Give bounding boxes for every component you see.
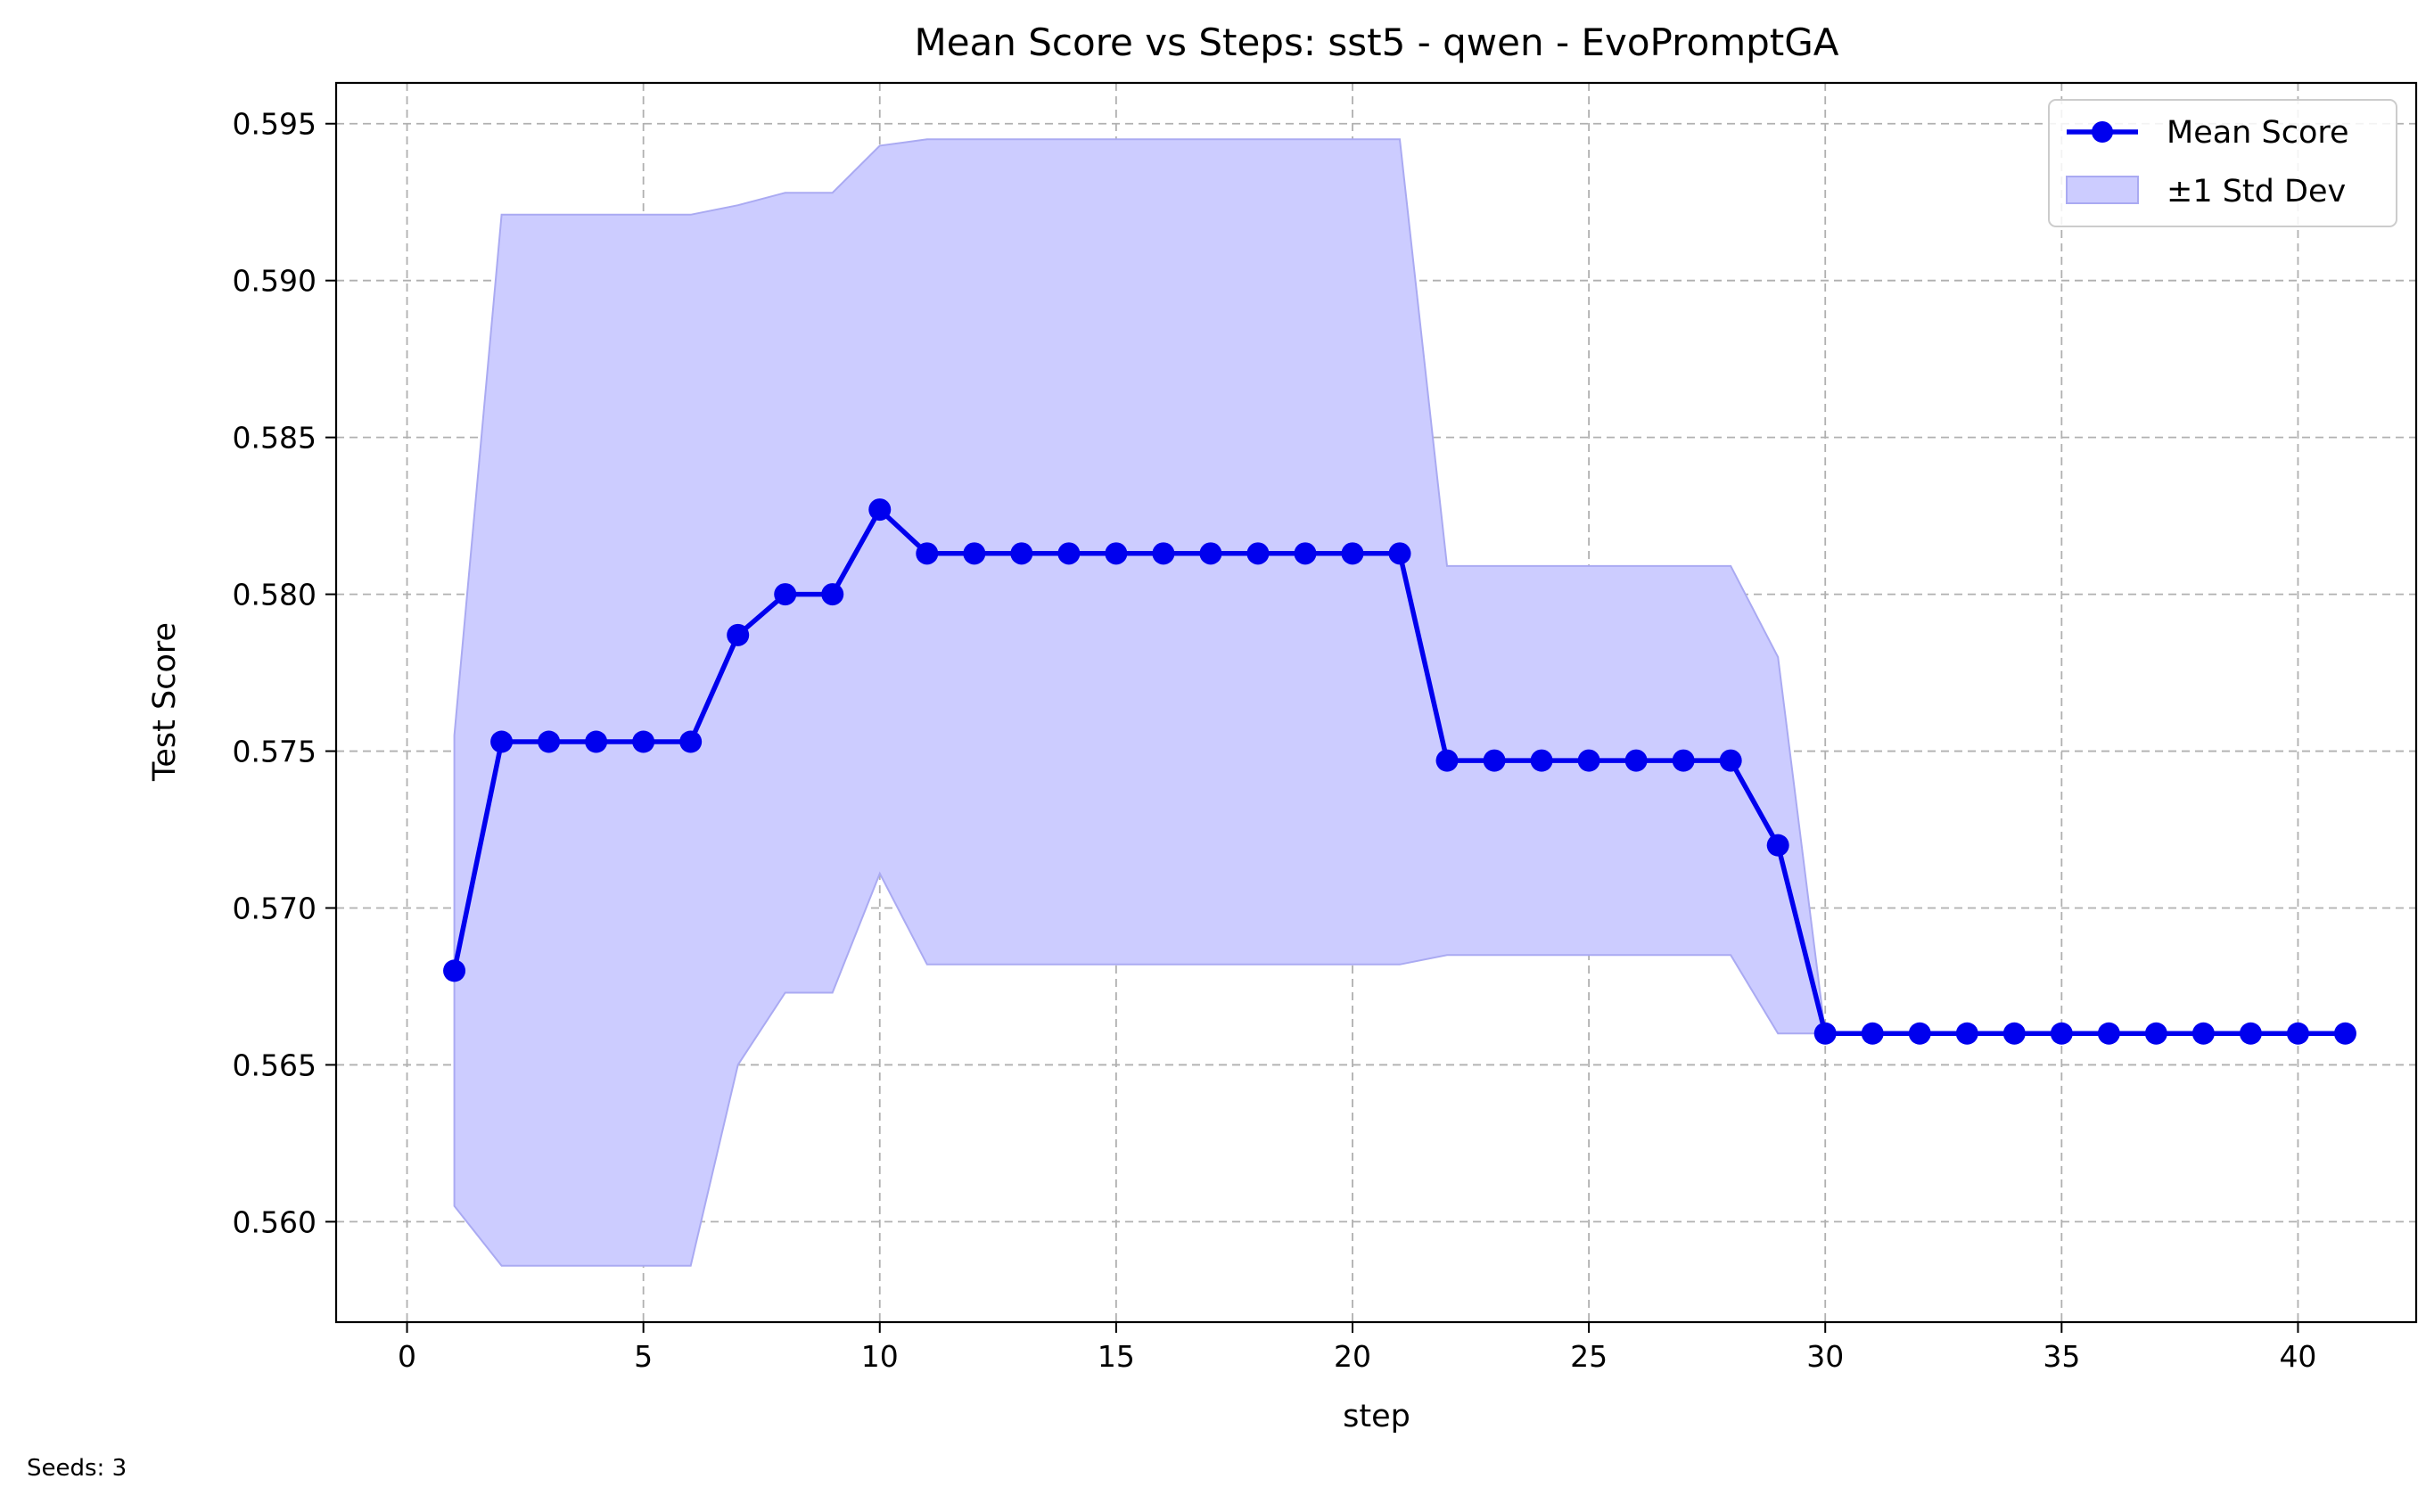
legend-label-std-dev: ±1 Std Dev — [2167, 174, 2346, 210]
y-tick-label: 0.560 — [233, 1204, 317, 1239]
mean-score-point — [1435, 749, 1459, 772]
mean-score-point — [1955, 1022, 1978, 1045]
mean-score-point — [821, 583, 844, 606]
y-tick-label: 0.595 — [233, 107, 317, 142]
x-ticks: 0 5 10 15 20 25 30 35 40 — [398, 1322, 2316, 1374]
mean-score-point — [1057, 542, 1081, 565]
legend: Mean Score ±1 Std Dev — [2048, 99, 2397, 227]
mean-score-point — [538, 730, 561, 753]
mean-score-point — [1766, 834, 1789, 857]
mean-score-point — [2239, 1022, 2262, 1045]
legend-band-swatch — [2066, 176, 2139, 204]
x-tick-label: 40 — [2279, 1339, 2316, 1374]
y-axis-label: Test Score — [147, 622, 183, 782]
chart-title: Mean Score vs Steps: sst5 - qwen - EvoPr… — [914, 21, 1838, 64]
y-ticks: 0.560 0.565 0.570 0.575 0.580 0.585 0.590 0.595 — [233, 107, 336, 1239]
mean-score-point — [679, 730, 703, 753]
mean-score-point — [1577, 749, 1600, 772]
x-tick-label: 30 — [1806, 1339, 1844, 1374]
mean-score-point — [1294, 542, 1317, 565]
mean-score-point — [1341, 542, 1364, 565]
mean-score-point — [727, 623, 750, 646]
legend-label-mean-score: Mean Score — [2167, 115, 2349, 151]
mean-score-point — [2333, 1022, 2356, 1045]
y-tick-label: 0.565 — [233, 1048, 317, 1082]
y-tick-label: 0.580 — [233, 578, 317, 612]
x-tick-label: 20 — [1334, 1339, 1371, 1374]
x-axis-label: step — [1343, 1399, 1410, 1434]
x-tick-label: 0 — [398, 1339, 416, 1374]
mean-score-point — [963, 542, 986, 565]
axes-frame — [334, 81, 2418, 1324]
seeds-footnote: Seeds: 3 — [27, 1455, 127, 1482]
mean-score-point — [2097, 1022, 2120, 1045]
mean-score-point — [1246, 542, 1270, 565]
mean-score-point — [774, 583, 797, 606]
y-tick-label: 0.570 — [233, 891, 317, 925]
mean-score-point — [585, 730, 608, 753]
mean-score-markers — [443, 498, 2356, 1045]
mean-score-point — [1388, 542, 1411, 565]
x-tick-label: 10 — [861, 1339, 899, 1374]
mean-score-point — [2002, 1022, 2026, 1045]
mean-score-point — [2050, 1022, 2073, 1045]
mean-score-point — [1010, 542, 1033, 565]
mean-score-point — [1861, 1022, 1884, 1045]
mean-score-point — [868, 498, 892, 522]
mean-score-point — [490, 730, 514, 753]
y-tick-label: 0.585 — [233, 421, 317, 456]
mean-score-point — [2191, 1022, 2215, 1045]
mean-score-point — [1152, 542, 1175, 565]
mean-score-point — [2286, 1022, 2309, 1045]
mean-score-point — [1908, 1022, 1931, 1045]
x-tick-label: 25 — [1570, 1339, 1608, 1374]
legend-marker-swatch — [2092, 121, 2113, 143]
mean-score-point — [916, 542, 939, 565]
mean-score-point — [1719, 749, 1742, 772]
x-tick-label: 15 — [1098, 1339, 1135, 1374]
x-tick-label: 35 — [2043, 1339, 2080, 1374]
mean-score-point — [632, 730, 655, 753]
mean-score-point — [1483, 749, 1506, 772]
mean-score-point — [1624, 749, 1648, 772]
y-tick-label: 0.575 — [233, 735, 317, 769]
mean-score-point — [1672, 749, 1695, 772]
mean-score-point — [1530, 749, 1553, 772]
mean-score-point — [2144, 1022, 2167, 1045]
x-tick-label: 5 — [634, 1339, 653, 1374]
mean-score-point — [1199, 542, 1222, 565]
mean-score-point — [1813, 1022, 1837, 1045]
mean-score-point — [443, 959, 466, 982]
mean-score-point — [1105, 542, 1128, 565]
y-tick-label: 0.590 — [233, 264, 317, 299]
